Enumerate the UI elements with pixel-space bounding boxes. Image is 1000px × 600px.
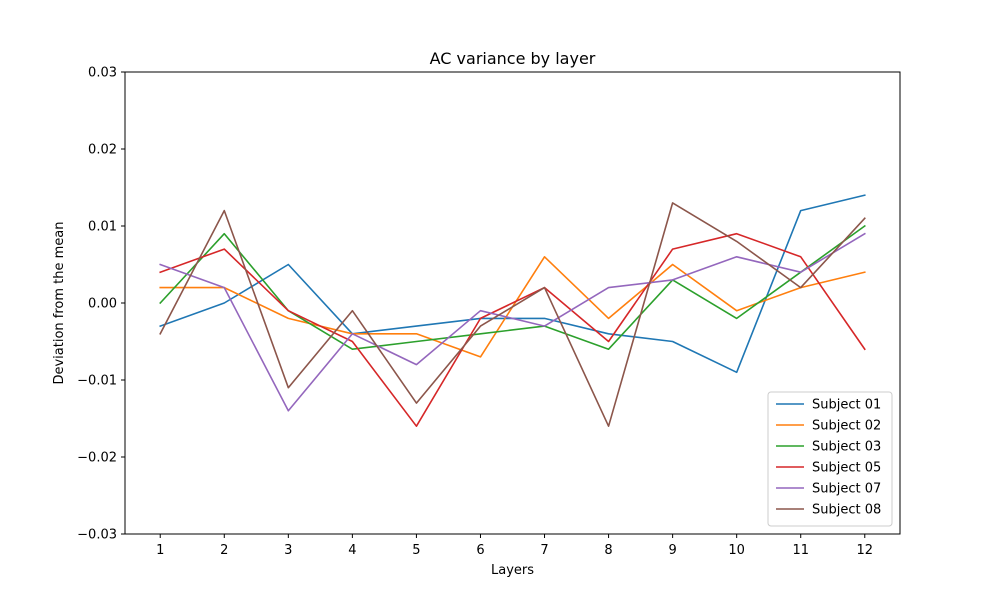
legend-label: Subject 01 <box>812 398 881 413</box>
legend-label: Subject 08 <box>812 503 881 518</box>
x-tick-label: 5 <box>412 543 420 558</box>
legend-label: Subject 07 <box>812 482 881 497</box>
y-tick-label: −0.01 <box>77 374 117 389</box>
y-tick-label: 0.03 <box>88 66 117 81</box>
x-axis-label: Layers <box>491 563 534 578</box>
legend-label: Subject 02 <box>812 419 881 434</box>
x-tick-label: 1 <box>156 543 164 558</box>
chart-title: AC variance by layer <box>430 49 596 68</box>
series-line-subject-08 <box>159 202 866 428</box>
legend-label: Subject 05 <box>812 461 881 476</box>
x-tick-label: 8 <box>604 543 612 558</box>
x-tick-label: 6 <box>476 543 484 558</box>
x-axis-ticks: 1 2 3 4 5 6 7 8 9 10 11 12 <box>156 534 873 558</box>
x-tick-label: 3 <box>284 543 292 558</box>
y-axis-ticks: −0.03 −0.02 −0.01 0.00 0.01 0.02 0.03 <box>77 66 125 543</box>
legend-label: Subject 03 <box>812 440 881 455</box>
series-lines <box>159 194 866 428</box>
y-axis-label: Deviation from the mean <box>52 221 67 384</box>
x-tick-label: 7 <box>540 543 548 558</box>
x-tick-label: 2 <box>220 543 228 558</box>
y-tick-label: 0.01 <box>88 220 117 235</box>
x-tick-label: 11 <box>792 543 809 558</box>
series-line-subject-05 <box>159 232 866 428</box>
plot-area-frame <box>124 71 901 535</box>
y-tick-label: −0.02 <box>77 451 117 466</box>
legend: Subject 01 Subject 02 Subject 03 Subject 05… <box>767 391 893 527</box>
x-tick-label: 12 <box>856 543 873 558</box>
y-tick-label: −0.03 <box>77 528 117 543</box>
y-tick-label: 0.02 <box>88 143 117 158</box>
x-tick-label: 9 <box>668 543 676 558</box>
series-line-subject-07 <box>159 232 866 412</box>
x-tick-label: 4 <box>348 543 356 558</box>
x-tick-label: 10 <box>728 543 745 558</box>
y-tick-label: 0.00 <box>88 297 117 312</box>
series-line-subject-03 <box>159 224 866 351</box>
